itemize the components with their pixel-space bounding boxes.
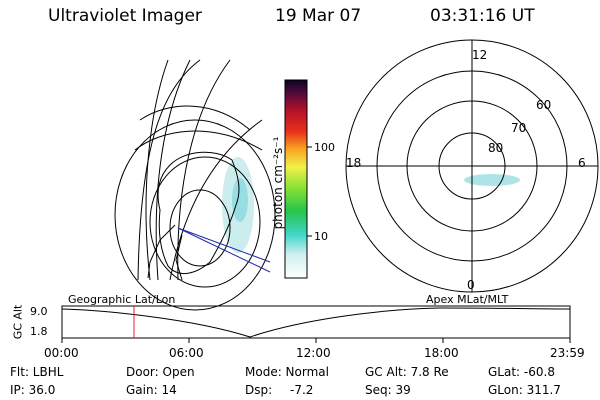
info-glat: GLat: -60.8 [488,365,555,379]
info-dsp-label: Dsp: [245,383,273,397]
timeline-right-label: Apex MLat/MLT [426,293,509,306]
info-ip: IP: 36.0 [10,383,56,397]
polar-label-6: 6 [578,156,586,170]
polar-label-18: 18 [346,156,362,170]
polar-plot [345,39,599,293]
timeline-xtick-0600: 06:00 [169,346,204,360]
header-time: 03:31:16 UT [430,6,535,26]
timeline-xtick-1200: 12:00 [296,346,331,360]
colorbar [284,79,312,279]
info-gain: Gain: 14 [126,383,177,397]
header-title: Ultraviolet Imager [48,6,202,26]
colorbar-tick-10: 10 [314,230,328,243]
timeline-xtick-2359: 23:59 [550,346,585,360]
timeline-xtick-1800: 18:00 [424,346,459,360]
aurora-glow-left [222,157,254,253]
colorbar-tick-100: 100 [314,141,335,154]
info-door: Door: Open [126,365,195,379]
colorbar-unit-label: photon cm⁻²s⁻¹ [271,136,285,230]
aurora-glow-polar [464,174,520,186]
polar-label-70: 70 [511,121,527,135]
info-mode: Mode: Normal [245,365,329,379]
info-seq: Seq: 39 [365,383,411,397]
info-glon: GLon: 311.7 [488,383,561,397]
info-flt: Flt: LBHL [10,365,64,379]
header-date: 19 Mar 07 [275,6,362,26]
info-dsp-value: -7.2 [290,383,314,397]
polar-label-0: 0 [467,278,475,292]
polar-label-80: 80 [488,141,504,155]
timeline-plot [61,305,571,343]
info-gc-alt: GC Alt: 7.8 Re [365,365,449,379]
timeline-ytick-9: 9.0 [30,305,48,318]
timeline-axis-title: GC Alt [11,304,25,340]
polar-label-12: 12 [472,48,488,62]
timeline-ytick-1-8: 1.8 [30,325,48,338]
timeline-xtick-0000: 00:00 [44,346,79,360]
globe-map [114,59,276,311]
polar-label-60: 60 [536,98,552,112]
timeline-left-label: Geographic Lat/Lon [68,293,176,306]
